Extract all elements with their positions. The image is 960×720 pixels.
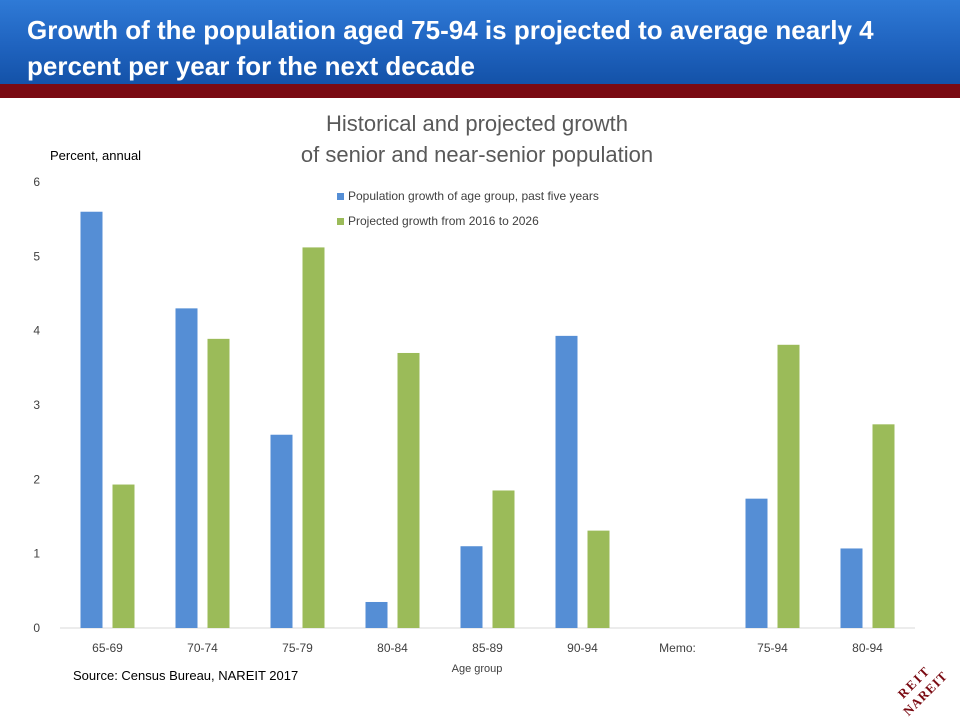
y-axis-ticks: 0 1 2 3 4 5 6	[33, 175, 40, 635]
bar-series-1	[175, 308, 198, 628]
x-tick-label: 75-94	[757, 641, 788, 655]
x-tick-label: 75-79	[282, 641, 313, 655]
bar-series-2	[112, 484, 135, 628]
chart-title-line: of senior and near-senior population	[301, 142, 653, 167]
bar-series-1	[840, 548, 863, 628]
bar-series-2	[777, 344, 800, 628]
bar-series-1	[270, 434, 293, 628]
title-rule	[0, 84, 960, 98]
bar-series-2	[872, 424, 895, 628]
bar-series-1	[365, 601, 388, 628]
y-tick-label: 3	[33, 398, 40, 412]
bar-series-2	[587, 530, 610, 628]
x-tick-label: 80-84	[377, 641, 408, 655]
x-tick-label: 65-69	[92, 641, 123, 655]
bar-series-1	[80, 211, 103, 628]
bars	[80, 211, 895, 628]
legend-label: Population growth of age group, past fiv…	[348, 189, 599, 203]
nareit-logo: REIT NAREIT	[895, 663, 951, 719]
bar-series-2	[207, 338, 230, 628]
x-axis-label: Age group	[452, 663, 503, 675]
y-tick-label: 2	[33, 472, 40, 486]
y-tick-label: 6	[33, 175, 40, 189]
chart-title: Historical and projected growth of senior…	[301, 111, 653, 167]
title-banner: Growth of the population aged 75-94 is p…	[0, 0, 960, 84]
legend: Population growth of age group, past fiv…	[337, 189, 599, 228]
x-axis-ticks: 65-69 70-74 75-79 80-84 85-89 90-94 Memo: 75-94…	[92, 641, 883, 655]
x-tick-label: 80-94	[852, 641, 883, 655]
bar-series-2	[397, 352, 420, 628]
x-tick-label: 85-89	[472, 641, 503, 655]
x-tick-label: 90-94	[567, 641, 598, 655]
x-tick-label: 70-74	[187, 641, 218, 655]
chart-title-line: Historical and projected growth	[326, 111, 628, 136]
bar-series-1	[555, 335, 578, 628]
y-tick-label: 4	[33, 324, 40, 338]
legend-swatch	[337, 193, 344, 200]
y-axis-label: Percent, annual	[50, 148, 141, 163]
y-tick-label: 0	[33, 621, 40, 635]
legend-label: Projected growth from 2016 to 2026	[348, 214, 539, 228]
bar-series-2	[302, 247, 325, 628]
legend-swatch	[337, 218, 344, 225]
y-tick-label: 5	[33, 249, 40, 263]
bar-series-2	[492, 490, 515, 628]
x-tick-label: Memo:	[659, 641, 696, 655]
y-tick-label: 1	[33, 547, 40, 561]
bar-series-1	[460, 546, 483, 628]
bar-series-1	[745, 498, 768, 628]
source-note: Source: Census Bureau, NAREIT 2017	[73, 668, 298, 683]
slide-title: Growth of the population aged 75-94 is p…	[27, 15, 874, 81]
